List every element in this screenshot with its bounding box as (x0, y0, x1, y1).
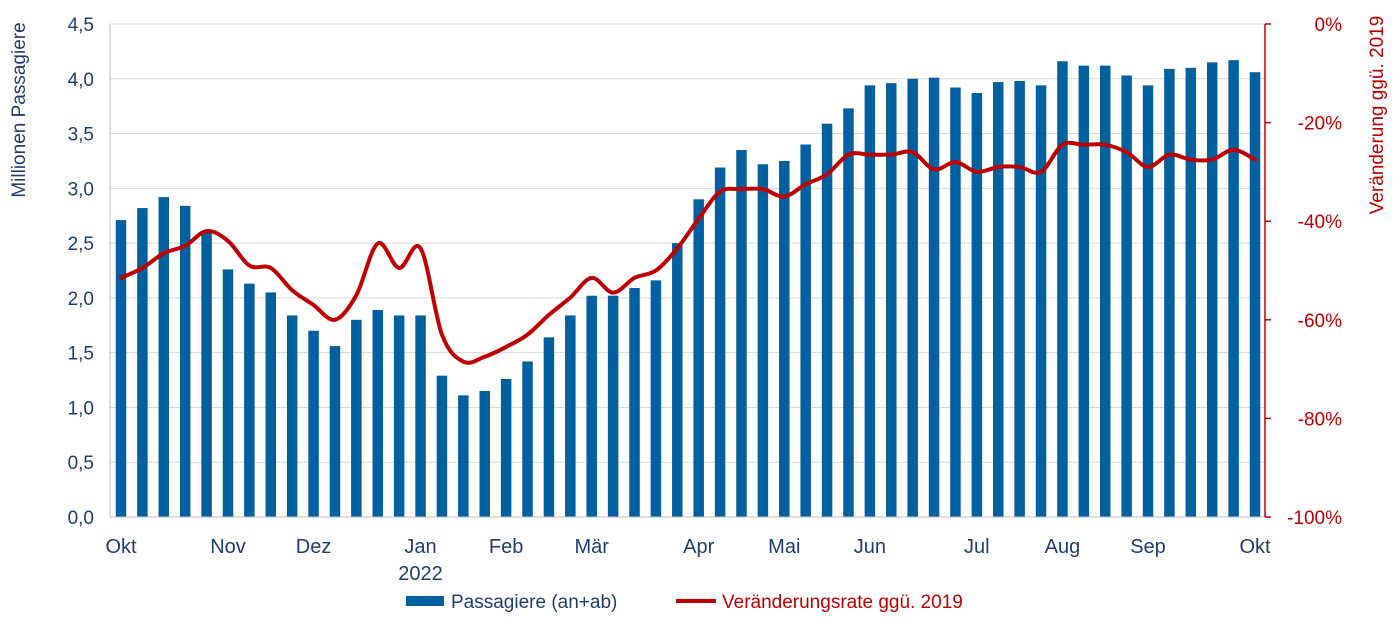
bar (693, 199, 704, 518)
bar (500, 378, 512, 517)
bar (565, 315, 576, 517)
bar (1014, 80, 1025, 518)
x-tick-label: Aug (1045, 536, 1081, 558)
bar (158, 197, 170, 517)
bar (971, 93, 983, 518)
bar (436, 375, 448, 517)
x-tick-label: Sep (1130, 536, 1166, 558)
bar (244, 283, 255, 517)
x-tick-label: Dez (296, 536, 332, 558)
x-tick-label: Feb (489, 536, 523, 558)
left-tick-label: 0,0 (68, 508, 94, 529)
bar (714, 167, 726, 518)
left-tick-label: 2,0 (68, 289, 94, 310)
left-tick-label: 4,0 (68, 70, 94, 91)
line-series (119, 140, 1257, 365)
left-axis-title: Millionen Passagiere (9, 22, 30, 197)
left-axis-ticks: 0,0 0,5 1,0 1,5 2,0 2,5 3,0 3,5 4,0 4,5 (68, 15, 94, 529)
bar (115, 220, 127, 518)
x-tick-label: Okt (105, 536, 137, 558)
bar (286, 315, 298, 517)
bar (458, 395, 469, 517)
bar (543, 337, 555, 517)
bar (907, 78, 918, 518)
bar (1035, 85, 1047, 518)
bar (1228, 60, 1239, 518)
bar (607, 295, 619, 517)
right-tick-label: -40% (1298, 212, 1342, 233)
axes (109, 23, 1271, 518)
bar (393, 315, 405, 517)
left-tick-label: 3,5 (68, 125, 94, 146)
bar (800, 144, 811, 517)
legend-line-label: Veränderungsrate ggü. 2019 (722, 592, 963, 613)
right-tick-label: -60% (1298, 311, 1342, 332)
bar (950, 87, 961, 517)
bar (1099, 65, 1111, 518)
bar (821, 123, 833, 517)
x-tick-label: Mär (574, 536, 609, 558)
bar (886, 83, 897, 517)
bar (329, 346, 341, 517)
bar (1206, 62, 1218, 517)
bar (137, 208, 148, 517)
change-rate-line (119, 140, 1257, 365)
right-tick-label: 0% (1315, 15, 1343, 36)
bar (351, 319, 362, 517)
x-tick-label: Okt (1239, 536, 1271, 558)
left-tick-label: 1,0 (68, 398, 94, 419)
left-tick-label: 2,5 (68, 234, 94, 255)
x-axis-ticks: Okt Nov Dez Jan Feb Mär Apr Mai Jun Jul Aug Sep Okt 2… (105, 536, 1271, 585)
bar-series (115, 60, 1261, 518)
bar (629, 288, 640, 517)
bar (1142, 85, 1154, 518)
bar (372, 309, 384, 517)
bar (1164, 68, 1175, 517)
x-tick-label: Mai (768, 536, 800, 558)
x-tick-label: Nov (210, 536, 246, 558)
legend-bar-swatch (406, 596, 444, 606)
x-tick-label: Jun (854, 536, 886, 558)
bar (1249, 72, 1261, 518)
bar (308, 330, 319, 517)
right-tick-label: -80% (1298, 409, 1342, 430)
x-tick-label: Jul (964, 536, 990, 558)
bar (179, 205, 191, 517)
left-tick-label: 0,5 (68, 453, 94, 474)
bar (1185, 67, 1197, 518)
bar (479, 391, 490, 517)
legend: Passagiere (an+ab) Veränderungsrate ggü.… (406, 592, 963, 613)
left-tick-label: 1,5 (68, 344, 94, 365)
bar (928, 77, 940, 517)
bar (1057, 61, 1068, 517)
left-tick-label: 4,5 (68, 15, 94, 36)
bar (1078, 65, 1090, 518)
bar (265, 292, 277, 517)
legend-bar-label: Passagiere (an+ab) (451, 592, 617, 613)
bar (672, 243, 683, 517)
bar (522, 361, 533, 517)
bar (1121, 75, 1132, 517)
right-axis-ticks: -100% -80% -60% -40% -20% 0% (1287, 15, 1342, 529)
left-tick-label: 3,0 (68, 179, 94, 200)
right-tick-label: -20% (1298, 114, 1342, 135)
x-year-label: 2022 (398, 563, 443, 585)
bar (736, 149, 747, 517)
bar (843, 108, 854, 517)
bar (415, 315, 426, 517)
bar (650, 280, 662, 517)
bar (757, 164, 769, 517)
gridlines (110, 23, 1265, 463)
right-tick-label: -100% (1287, 508, 1342, 529)
bar (201, 232, 212, 517)
x-tick-label: Apr (683, 536, 714, 558)
x-tick-label: Jan (404, 536, 436, 558)
bar (222, 269, 234, 517)
bar (586, 295, 597, 517)
bar (779, 160, 790, 517)
bar (864, 85, 876, 518)
right-axis-title: Veränderung ggü. 2019 (1367, 16, 1388, 215)
bar (992, 82, 1004, 517)
